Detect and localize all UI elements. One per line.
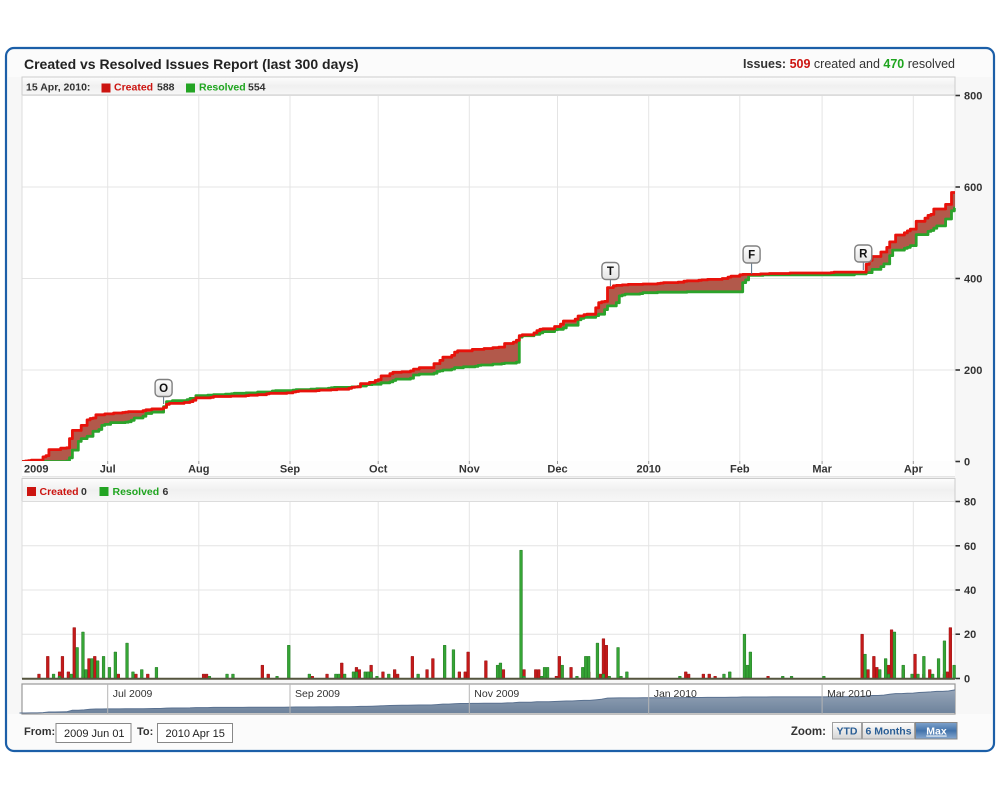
svg-text:Created: Created [40,486,79,498]
svg-text:Nov 2009: Nov 2009 [474,688,519,700]
svg-text:YTD: YTD [837,726,858,738]
svg-text:T: T [607,266,614,278]
svg-text:Aug: Aug [188,464,209,476]
svg-text:Issues: 509 created and 470 re: Issues: 509 created and 470 resolved [743,57,955,71]
svg-text:Jan 2010: Jan 2010 [654,688,697,700]
svg-text:Sep: Sep [280,464,300,476]
svg-text:Feb: Feb [730,464,750,476]
svg-text:400: 400 [964,274,982,286]
svg-text:Dec: Dec [547,464,567,476]
svg-text:Sep 2009: Sep 2009 [295,688,340,700]
svg-text:Mar 2010: Mar 2010 [827,688,872,700]
svg-text:0: 0 [81,486,87,498]
svg-text:From:: From: [24,726,55,738]
svg-text:Created: Created [114,82,153,94]
svg-text:Max: Max [926,726,947,738]
svg-text:2009: 2009 [24,464,48,476]
svg-text:554: 554 [248,82,266,94]
svg-text:60: 60 [964,541,976,553]
svg-text:588: 588 [157,82,175,94]
svg-text:0: 0 [964,674,970,686]
svg-text:0: 0 [964,457,970,469]
svg-text:To:: To: [137,726,153,738]
svg-text:80: 80 [964,497,976,509]
svg-text:Created vs Resolved Issues Rep: Created vs Resolved Issues Report (last … [24,56,359,72]
svg-text:200: 200 [964,365,982,377]
svg-text:800: 800 [964,91,982,103]
svg-text:Zoom:: Zoom: [791,726,826,738]
svg-text:6: 6 [163,486,169,498]
svg-text:2009 Jun 01: 2009 Jun 01 [64,728,125,740]
svg-text:2010 Apr 15: 2010 Apr 15 [166,728,225,740]
svg-text:Nov: Nov [459,464,481,476]
svg-text:Resolved: Resolved [113,486,160,498]
svg-text:R: R [859,249,868,261]
svg-text:Mar: Mar [812,464,832,476]
svg-text:Resolved: Resolved [199,82,246,94]
svg-text:40: 40 [964,585,976,597]
svg-text:Jul 2009: Jul 2009 [113,688,153,700]
svg-text:15 Apr, 2010:: 15 Apr, 2010: [26,82,90,94]
svg-text:2010: 2010 [636,464,660,476]
svg-text:600: 600 [964,182,982,194]
svg-text:6 Months: 6 Months [865,726,911,738]
svg-text:Oct: Oct [369,464,388,476]
svg-text:20: 20 [964,629,976,641]
svg-text:Apr: Apr [904,464,924,476]
svg-text:Jul: Jul [100,464,116,476]
svg-text:O: O [159,383,168,395]
svg-text:F: F [748,250,755,262]
